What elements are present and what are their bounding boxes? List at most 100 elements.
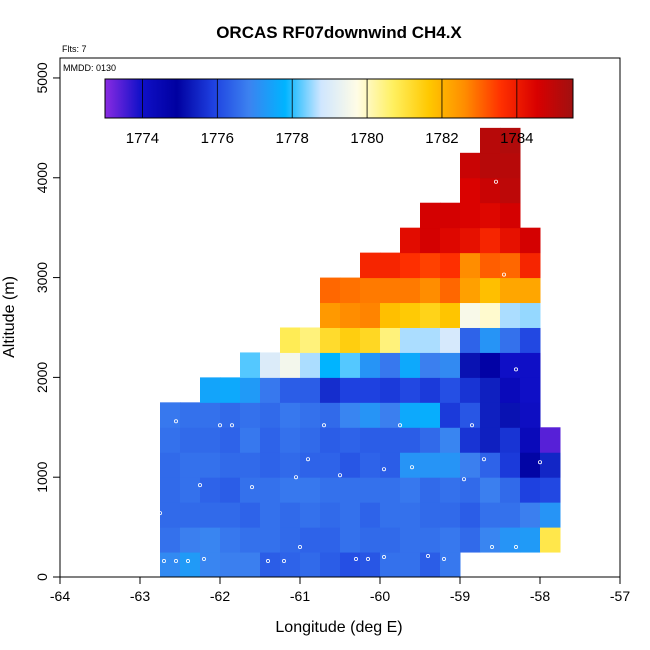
- heatmap-cell: [180, 452, 201, 478]
- heatmap-cell: [480, 402, 501, 428]
- heatmap-cell: [420, 477, 441, 503]
- heatmap-cell: [320, 402, 341, 428]
- heatmap-cell: [220, 552, 241, 578]
- heatmap-cell: [460, 427, 481, 453]
- heatmap-cell: [280, 552, 301, 578]
- heatmap-cell: [460, 527, 481, 553]
- heatmap-cell: [420, 202, 441, 229]
- heatmap-cell: [200, 402, 221, 428]
- heatmap-cell: [400, 377, 421, 403]
- heatmap-cell: [300, 477, 321, 503]
- heatmap-cell: [300, 352, 321, 378]
- heatmap-cell: [520, 527, 541, 553]
- colorbar-ticks: 1774 1776 1778 1780 1782 1784: [126, 79, 534, 147]
- heatmap-cell: [280, 427, 301, 453]
- heatmap-cell: [260, 352, 281, 378]
- heatmap-cell: [300, 502, 321, 528]
- heatmap-cell: [520, 427, 541, 453]
- heatmap-cell: [420, 502, 441, 528]
- heatmap-cell: [420, 302, 441, 328]
- heatmap-cell: [520, 402, 541, 428]
- heatmap-cell: [480, 127, 501, 154]
- heatmap-cell: [280, 377, 301, 403]
- heatmap-cell: [260, 527, 281, 553]
- heatmap-cell: [420, 552, 441, 578]
- heatmap-cell: [320, 502, 341, 528]
- sample-point: [281, 559, 286, 564]
- heatmap-cell: [260, 377, 281, 403]
- heatmap-cell: [380, 477, 401, 503]
- heatmap-cell: [380, 402, 401, 428]
- heatmap-cell: [260, 477, 281, 503]
- heatmap-cell: [180, 502, 201, 528]
- heatmap-cell: [420, 227, 441, 254]
- heatmap-cell: [200, 427, 221, 453]
- heatmap-cell: [480, 152, 501, 179]
- heatmap-cell: [360, 477, 381, 503]
- heatmap-cell: [340, 527, 361, 553]
- heatmap-cell: [540, 477, 561, 503]
- heatmap-cell: [400, 277, 421, 304]
- heatmap-cell: [400, 427, 421, 453]
- heatmap-cell: [440, 527, 461, 553]
- heatmap-cell: [220, 377, 241, 403]
- heatmap-cell: [220, 502, 241, 528]
- heatmap-cell: [300, 377, 321, 403]
- heatmap-cell: [360, 302, 381, 328]
- heatmap-cell: [320, 352, 341, 378]
- heatmap-cell: [160, 402, 181, 428]
- heatmap-cell: [180, 427, 201, 453]
- x-tick-label: -59: [450, 588, 470, 604]
- heatmap-cell: [440, 302, 461, 328]
- sample-point: [538, 460, 543, 465]
- heatmap-cell: [300, 402, 321, 428]
- heatmap-cell: [200, 477, 221, 503]
- heatmap-cell: [440, 452, 461, 478]
- heatmap-cell: [540, 452, 561, 478]
- heatmap-cell: [420, 277, 441, 304]
- y-axis: 0 1000 2000 3000 4000 5000: [34, 62, 60, 581]
- heatmap-cell: [380, 502, 401, 528]
- x-tick-label: -64: [50, 588, 70, 604]
- heatmap-cell: [380, 327, 401, 353]
- x-tick-label: -57: [610, 588, 630, 604]
- heatmap-cell: [340, 477, 361, 503]
- heatmap-cell: [520, 327, 541, 353]
- x-tick-label: -58: [530, 588, 550, 604]
- heatmap-cell: [460, 352, 481, 378]
- heatmap-cell: [360, 427, 381, 453]
- heatmap-cell: [180, 402, 201, 428]
- heatmap-cell: [460, 327, 481, 353]
- heatmap-cell: [360, 277, 381, 304]
- heatmap-cell: [500, 227, 521, 254]
- sample-point: [397, 423, 402, 428]
- heatmap-cell: [500, 127, 521, 154]
- sample-point: [409, 465, 414, 470]
- sample-points: [157, 179, 543, 564]
- heatmap-cell: [360, 527, 381, 553]
- heatmap-cell: [360, 502, 381, 528]
- heatmap-cell: [160, 552, 181, 578]
- colorbar-tick-label: 1774: [126, 130, 159, 147]
- heatmap-cell: [320, 552, 341, 578]
- heatmap-cell: [460, 252, 481, 279]
- x-tick-label: -60: [370, 588, 390, 604]
- heatmap-cell: [320, 377, 341, 403]
- heatmap-cell: [420, 377, 441, 403]
- heatmap-cell: [400, 352, 421, 378]
- heatmap-cell: [440, 502, 461, 528]
- heatmap-cell: [440, 327, 461, 353]
- sample-point: [493, 179, 498, 184]
- sample-point: [173, 419, 178, 424]
- heatmap-cell: [260, 402, 281, 428]
- heatmap-cell: [500, 302, 521, 328]
- sample-point: [365, 557, 370, 562]
- colorbar-tick-label: 1780: [350, 130, 383, 147]
- heatmap-cell: [220, 527, 241, 553]
- heatmap-cell: [320, 427, 341, 453]
- heatmap-cell: [420, 402, 441, 428]
- sample-point: [337, 473, 342, 478]
- heatmap-cell: [280, 352, 301, 378]
- heatmap-cell: [480, 227, 501, 254]
- flights-annotation: Flts: 7: [62, 44, 87, 54]
